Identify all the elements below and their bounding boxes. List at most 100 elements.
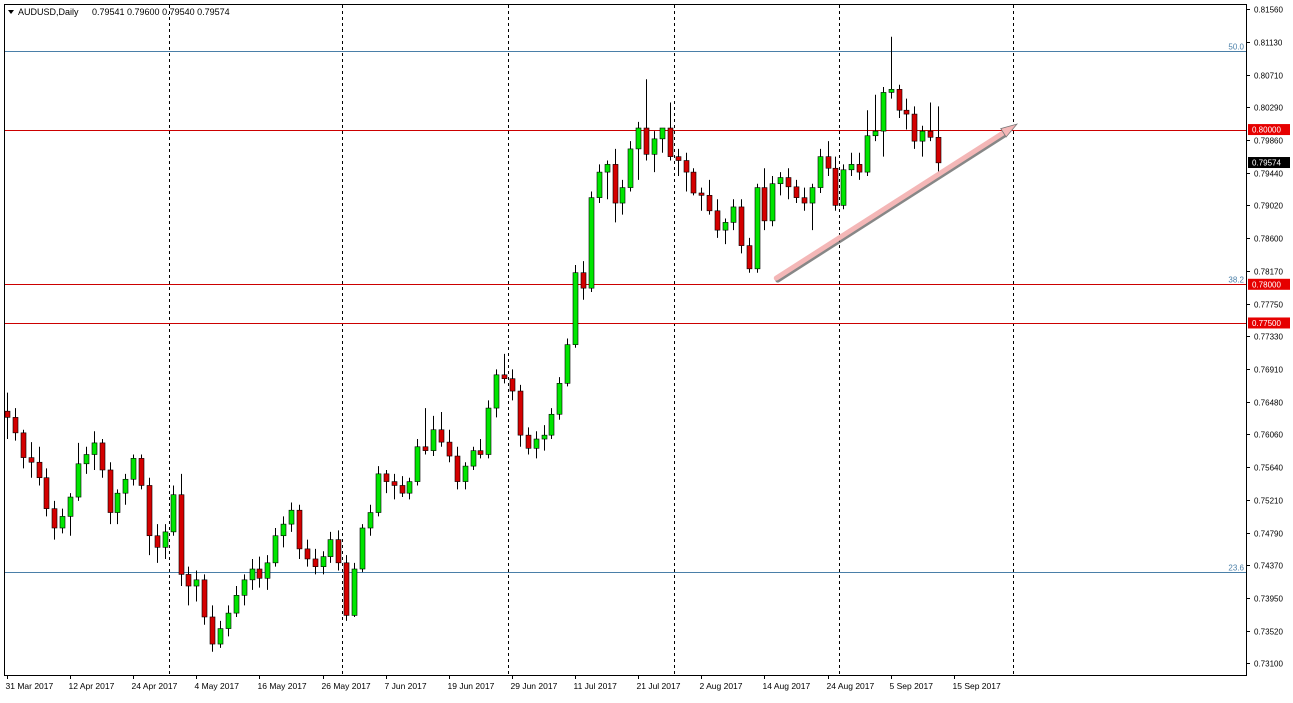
candle-body [896,89,903,111]
x-tick-label: 26 May 2017 [322,681,371,691]
x-tick-label: 5 Sep 2017 [890,681,934,691]
candle-body [556,383,563,415]
candle [414,439,421,486]
candle [896,84,903,118]
y-tick-label: 0.74790 [1254,530,1283,539]
candle-body [651,138,658,155]
candle-body [438,429,445,443]
candle-body [872,130,879,137]
candle [75,442,82,501]
candle [517,384,524,447]
candle [927,102,934,142]
level-layer: 50.0 38.2 23.6 [5,43,1246,573]
plot-frame [4,4,1247,676]
candle-body [848,164,855,171]
candle-body [154,535,161,548]
candle [580,261,587,300]
candle-body [130,458,137,480]
candle-body [754,187,761,270]
candle [817,148,824,194]
candle-body [643,127,650,155]
candle-body [493,374,500,409]
candle-layer [4,36,942,652]
y-tick-label: 0.78600 [1254,235,1283,244]
trend-arrow-shaft [773,130,1006,281]
candle-body [233,595,240,614]
y-tick-label: 0.76060 [1254,431,1283,440]
level-price-tag-bg [1248,278,1290,290]
candle [36,446,43,486]
candle [801,187,808,211]
candle [280,516,287,548]
candle-body [604,164,611,173]
y-tick-label: 0.81130 [1254,39,1283,48]
candle [738,199,745,254]
candle-body [501,374,508,379]
candle [383,469,390,494]
level-price-tag-bg [1248,317,1290,329]
x-tick-label: 24 Aug 2017 [827,681,875,691]
current-price-tag-bg [1248,157,1290,169]
candle [564,338,571,387]
candle-body [793,186,800,198]
candle [706,179,713,215]
candle-body [201,579,208,618]
candle-body [706,195,713,212]
candle [359,524,366,573]
candle-body [880,92,887,132]
candle-body [817,156,824,188]
candle [233,586,240,617]
candle [343,555,350,621]
candle [114,489,121,525]
candle [146,477,153,556]
candle-body [335,539,342,564]
candle-body [272,535,279,564]
candle [880,87,887,157]
candle-body [320,556,327,567]
candle [754,183,761,273]
x-tick-label: 11 Jul 2017 [574,681,618,691]
candle-body [241,579,248,596]
candle [256,556,263,588]
candle-body [446,441,453,457]
candle [848,152,855,176]
trend-arrow-head [1000,123,1019,138]
candle-body [185,574,192,587]
candle [99,439,106,478]
candle [217,620,224,648]
candle [619,179,626,215]
candle [51,500,58,540]
candle-body [430,429,437,451]
candle-body [67,496,74,517]
candle-body [249,568,256,581]
candle [477,439,484,459]
candle-body [785,177,792,188]
candle-body [659,127,666,140]
candle-body [122,478,129,494]
level-price-tag: 0.77500 [1252,319,1281,328]
candle [596,164,603,204]
dropdown-triangle-icon[interactable] [8,10,14,14]
candle [375,466,382,517]
fib-level-label: 23.6 [1228,564,1244,573]
x-tick-label: 7 Jun 2017 [385,681,427,691]
y-tick-label: 0.76480 [1254,399,1283,408]
candle-body [264,562,271,579]
candle-body [383,473,390,482]
y-tick-label: 0.79020 [1254,202,1283,211]
candle-body [564,344,571,384]
candle-body [462,465,469,482]
candle-body [343,562,350,616]
level-price-tag-bg [1248,124,1290,136]
candle [485,400,492,459]
candle [746,237,753,273]
candle-body [761,187,768,222]
candle-body [193,579,200,587]
candle-body [690,171,697,194]
candle-body [225,612,232,629]
candle-body [75,463,82,498]
candle [683,152,690,192]
candle [138,454,145,490]
candle [722,218,729,245]
